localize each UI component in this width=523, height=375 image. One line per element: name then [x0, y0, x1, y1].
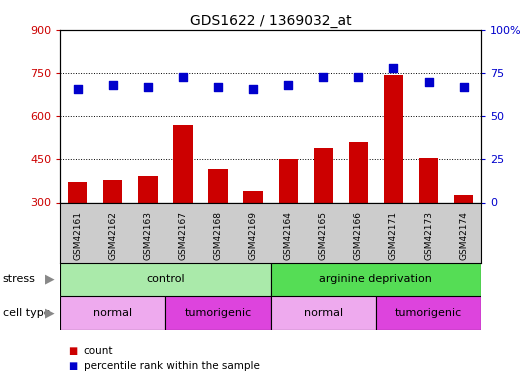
- Text: GSM42169: GSM42169: [248, 211, 258, 261]
- Bar: [271, 296, 376, 330]
- Text: ▶: ▶: [46, 273, 55, 286]
- Point: [74, 86, 82, 92]
- Text: GSM42162: GSM42162: [108, 211, 117, 260]
- Text: GSM42168: GSM42168: [213, 211, 222, 261]
- Bar: [419, 158, 438, 203]
- Point: [214, 84, 222, 90]
- Bar: [165, 296, 271, 330]
- Text: GSM42167: GSM42167: [178, 211, 187, 261]
- Bar: [208, 169, 228, 202]
- Text: tumorigenic: tumorigenic: [185, 308, 252, 318]
- Point: [179, 74, 187, 80]
- Text: count: count: [84, 346, 113, 355]
- Point: [109, 82, 117, 88]
- Text: normal: normal: [304, 308, 343, 318]
- Bar: [68, 182, 87, 203]
- Point: [144, 84, 152, 90]
- Text: stress: stress: [3, 274, 36, 284]
- Title: GDS1622 / 1369032_at: GDS1622 / 1369032_at: [190, 13, 351, 28]
- Bar: [138, 176, 157, 203]
- Text: ▶: ▶: [46, 307, 55, 320]
- Text: GSM42165: GSM42165: [319, 211, 328, 261]
- Text: ■: ■: [68, 361, 77, 370]
- Bar: [454, 195, 473, 202]
- Bar: [173, 126, 192, 202]
- Bar: [376, 296, 481, 330]
- Point: [389, 65, 397, 71]
- Point: [319, 74, 327, 80]
- Text: ■: ■: [68, 346, 77, 355]
- Point: [459, 84, 468, 90]
- Text: GSM42166: GSM42166: [354, 211, 363, 261]
- Text: GSM42161: GSM42161: [73, 211, 82, 261]
- Text: cell type: cell type: [3, 308, 50, 318]
- Point: [424, 79, 433, 85]
- Bar: [349, 142, 368, 202]
- Text: arginine deprivation: arginine deprivation: [320, 274, 433, 284]
- Point: [354, 74, 362, 80]
- Bar: [60, 296, 165, 330]
- Bar: [279, 159, 298, 203]
- Bar: [271, 262, 481, 296]
- Bar: [384, 75, 403, 202]
- Bar: [314, 148, 333, 202]
- Point: [284, 82, 292, 88]
- Text: GSM42174: GSM42174: [459, 211, 468, 260]
- Text: GSM42164: GSM42164: [283, 211, 293, 260]
- Text: normal: normal: [93, 308, 132, 318]
- Text: tumorigenic: tumorigenic: [395, 308, 462, 318]
- Text: GSM42173: GSM42173: [424, 211, 433, 261]
- Text: GSM42171: GSM42171: [389, 211, 398, 261]
- Text: GSM42163: GSM42163: [143, 211, 152, 261]
- Bar: [60, 262, 271, 296]
- Text: percentile rank within the sample: percentile rank within the sample: [84, 361, 259, 370]
- Bar: [244, 191, 263, 202]
- Bar: [103, 180, 122, 203]
- Text: control: control: [146, 274, 185, 284]
- Point: [249, 86, 257, 92]
